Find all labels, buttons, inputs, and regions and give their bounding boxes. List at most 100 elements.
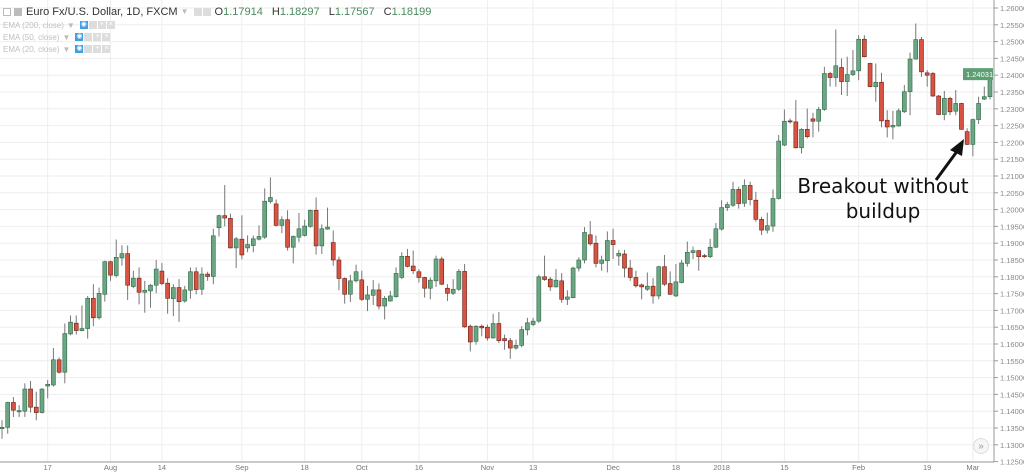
close-icon[interactable]: × — [106, 21, 115, 29]
candle-body — [947, 98, 953, 113]
candle-body — [39, 388, 45, 413]
candle — [119, 245, 125, 266]
settings-icon[interactable] — [202, 7, 211, 16]
x-tick-label: Feb — [852, 463, 865, 472]
candle-body — [696, 250, 702, 257]
candle-body — [839, 67, 844, 82]
candle — [79, 305, 85, 332]
y-tick-label: 1.23000 — [1000, 105, 1024, 114]
high-label: H — [271, 5, 280, 18]
candle — [102, 260, 108, 302]
candle — [439, 256, 445, 286]
add-icon[interactable]: + — [93, 45, 102, 53]
eye-icon[interactable]: ◉ — [75, 33, 84, 41]
candle-body — [11, 402, 16, 411]
settings-icon[interactable] — [84, 33, 93, 41]
settings-icon[interactable] — [84, 45, 93, 53]
low-label: L — [328, 5, 335, 18]
candle — [393, 267, 399, 298]
add-icon[interactable]: + — [93, 33, 102, 41]
candle — [907, 52, 913, 116]
candle-body — [45, 384, 50, 387]
ohlc-values: O1.17914 H1.18297 L1.17567 C1.18199 — [215, 6, 438, 18]
candle-body — [507, 340, 513, 349]
indicator-ema-200[interactable]: EMA (200, close) ▼ ◉ + × — [3, 19, 437, 31]
indicator-label[interactable]: EMA (20, close) — [3, 44, 60, 54]
candle-body — [279, 219, 285, 226]
eye-icon[interactable] — [193, 7, 202, 16]
symbol-title[interactable]: Euro Fx/U.S. Dollar, 1D, FXCM — [26, 5, 178, 18]
indicator-label[interactable]: EMA (200, close) — [3, 20, 64, 30]
candle-body — [216, 215, 222, 229]
y-tick-label: 1.24500 — [1000, 54, 1024, 63]
close-icon[interactable]: × — [102, 45, 111, 53]
candle — [650, 278, 656, 304]
candle — [645, 272, 650, 291]
candle — [559, 273, 564, 303]
candle-body — [707, 246, 713, 257]
candle-body — [953, 103, 959, 112]
settings-icon[interactable] — [88, 21, 97, 29]
candle-body — [250, 238, 256, 246]
candle-body — [764, 225, 770, 231]
candle-body — [804, 128, 810, 137]
candle-body — [302, 225, 307, 236]
candle-body — [959, 103, 964, 130]
candle-body — [525, 322, 530, 331]
candle-body — [348, 280, 353, 295]
candle — [325, 207, 330, 230]
candle-body — [519, 329, 524, 346]
candle-body — [896, 110, 901, 127]
collapse-icon[interactable] — [3, 7, 11, 16]
candle — [896, 108, 901, 127]
candle — [582, 227, 587, 264]
y-tick-label: 1.21500 — [1000, 155, 1024, 164]
candle-body — [439, 258, 445, 285]
last-price-label: 1.24031 — [966, 70, 993, 79]
candle — [56, 357, 62, 374]
candle-body — [102, 261, 108, 295]
candle — [365, 285, 370, 312]
eye-icon[interactable]: ◉ — [75, 45, 84, 53]
candle-body — [113, 257, 119, 276]
indicator-ema-20[interactable]: EMA (20, close) ▼ ◉ + × — [3, 43, 437, 55]
indicator-label[interactable]: EMA (50, close) — [3, 32, 60, 42]
candle-body — [159, 270, 165, 284]
candle — [782, 109, 787, 147]
add-icon[interactable]: + — [97, 21, 106, 29]
candle — [290, 235, 296, 264]
chevron-down-icon[interactable]: ▼ — [62, 44, 71, 54]
candle-body — [873, 81, 879, 87]
eye-icon[interactable]: ◉ — [79, 21, 88, 29]
candle-body — [822, 73, 827, 110]
x-tick-label: Nov — [481, 463, 495, 472]
candle-body — [890, 124, 896, 128]
candle-body — [468, 325, 473, 343]
candle — [930, 71, 936, 97]
chevron-down-icon[interactable]: ▼ — [62, 32, 71, 42]
candle-body — [770, 198, 776, 227]
candle-body — [747, 185, 753, 200]
scroll-to-realtime-button[interactable]: » — [973, 438, 989, 454]
candle — [827, 71, 833, 87]
candle — [348, 274, 353, 302]
indicator-ema-50[interactable]: EMA (50, close) ▼ ◉ + × — [3, 31, 437, 43]
candle-body — [964, 131, 970, 145]
candle-body — [119, 253, 125, 259]
candle — [405, 248, 410, 268]
candle — [22, 383, 28, 417]
candle — [599, 255, 604, 271]
candle — [639, 283, 644, 300]
candle-body — [833, 65, 839, 78]
chevron-down-icon[interactable]: ▼ — [180, 7, 189, 16]
candle — [330, 230, 336, 266]
chevron-down-icon[interactable]: ▼ — [66, 20, 75, 30]
y-tick-label: 1.18500 — [1000, 256, 1024, 265]
candle — [913, 23, 919, 60]
candle-body — [28, 388, 33, 408]
candle-body — [193, 271, 199, 290]
y-tick-label: 1.14000 — [1000, 407, 1024, 416]
close-icon[interactable]: × — [102, 33, 111, 41]
y-tick-label: 1.20500 — [1000, 189, 1024, 198]
